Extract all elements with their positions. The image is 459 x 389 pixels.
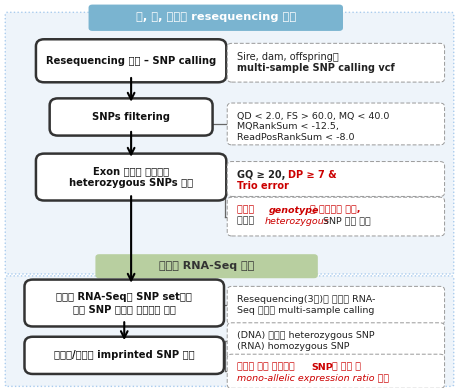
Text: 자손의: 자손의	[237, 217, 257, 226]
FancyBboxPatch shape	[227, 103, 445, 145]
Text: (RNA) homozygous SNP: (RNA) homozygous SNP	[237, 342, 350, 351]
Text: 을 고려하지 않고,: 을 고려하지 않고,	[309, 206, 360, 215]
Text: Resequencing(3두)과 조직별 RNA-: Resequencing(3두)과 조직별 RNA-	[237, 295, 375, 304]
Text: QD < 2.0, FS > 60.0, MQ < 40.0: QD < 2.0, FS > 60.0, MQ < 40.0	[237, 112, 390, 121]
FancyBboxPatch shape	[5, 12, 454, 274]
FancyBboxPatch shape	[227, 161, 445, 196]
Text: 유전자 내에 존재하는: 유전자 내에 존재하는	[237, 363, 298, 372]
FancyBboxPatch shape	[227, 354, 445, 388]
FancyBboxPatch shape	[227, 323, 445, 358]
FancyBboxPatch shape	[50, 98, 213, 136]
Text: Trio error: Trio error	[237, 181, 289, 191]
Text: 조직별 RNA-Seq의 SNP set에서
동일 SNP 좌위의 유전자형 확인: 조직별 RNA-Seq의 SNP set에서 동일 SNP 좌위의 유전자형 확…	[56, 292, 192, 314]
Text: heterozygous: heterozygous	[265, 217, 330, 226]
Text: 조직별/조직간 imprinted SNP 추출: 조직별/조직간 imprinted SNP 추출	[54, 350, 195, 360]
FancyBboxPatch shape	[5, 276, 454, 386]
FancyBboxPatch shape	[24, 280, 224, 326]
Text: 수 확인 후: 수 확인 후	[329, 363, 361, 372]
Text: 부모의: 부모의	[237, 206, 258, 215]
Text: GQ ≥ 20,: GQ ≥ 20,	[237, 170, 289, 180]
Text: MQRankSum < -12.5,: MQRankSum < -12.5,	[237, 123, 339, 131]
FancyBboxPatch shape	[227, 43, 445, 82]
Text: 조직별 RNA-Seq 자료: 조직별 RNA-Seq 자료	[159, 261, 254, 271]
FancyBboxPatch shape	[36, 154, 226, 200]
Text: Sire, dam, offspring의: Sire, dam, offspring의	[237, 52, 339, 62]
Text: multi-sample SNP calling vcf: multi-sample SNP calling vcf	[237, 63, 395, 73]
FancyBboxPatch shape	[227, 286, 445, 324]
Text: SNP 여부 확인: SNP 여부 확인	[319, 217, 370, 226]
FancyBboxPatch shape	[89, 5, 343, 31]
Text: mono-allelic expression ratio 계산: mono-allelic expression ratio 계산	[237, 373, 389, 382]
Text: genotype: genotype	[269, 206, 319, 215]
Text: Exon 영역에 존재하는
heterozygous SNPs 추출: Exon 영역에 존재하는 heterozygous SNPs 추출	[69, 166, 193, 188]
Text: Seq 자료는 multi-sample calling: Seq 자료는 multi-sample calling	[237, 306, 375, 315]
Text: SNP: SNP	[312, 363, 334, 372]
Text: Resequencing 자료 – SNP calling: Resequencing 자료 – SNP calling	[46, 56, 216, 66]
Text: ReadPosRankSum < -8.0: ReadPosRankSum < -8.0	[237, 133, 355, 142]
Text: DP ≥ 7 &: DP ≥ 7 &	[288, 170, 336, 180]
FancyBboxPatch shape	[227, 197, 445, 236]
FancyBboxPatch shape	[36, 39, 226, 82]
Text: SNPs filtering: SNPs filtering	[92, 112, 170, 122]
FancyBboxPatch shape	[95, 254, 318, 278]
Text: 부, 모, 자손의 resequencing 자료: 부, 모, 자손의 resequencing 자료	[136, 12, 296, 22]
Text: (DNA) 자손이 heterozygous SNP: (DNA) 자손이 heterozygous SNP	[237, 331, 375, 340]
FancyBboxPatch shape	[24, 337, 224, 374]
